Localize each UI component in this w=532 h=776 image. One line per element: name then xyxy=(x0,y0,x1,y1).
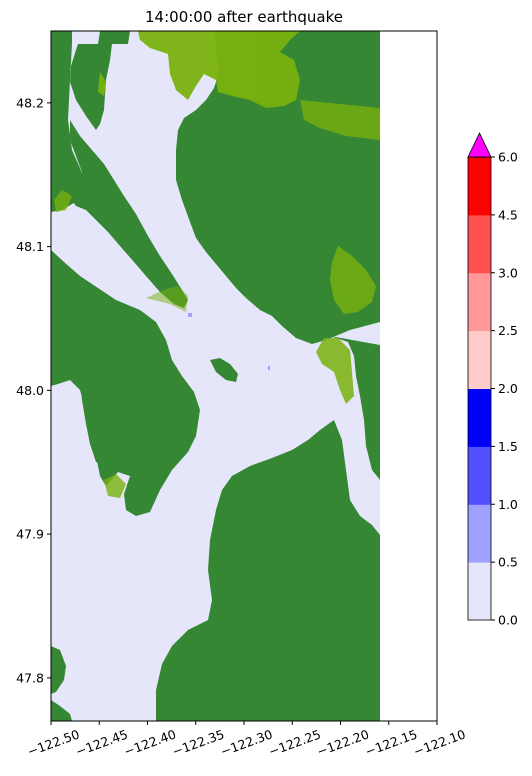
chart-title: 14:00:00 after earthquake xyxy=(145,8,343,26)
water-spot-level-1 xyxy=(188,313,192,317)
x-tick-label: −122.45 xyxy=(74,726,130,759)
land-island-north xyxy=(51,31,130,130)
no-data-region xyxy=(380,31,437,721)
colorbar-tick-label: 0.0 xyxy=(498,613,518,628)
colorbar-tick-label: 2.5 xyxy=(498,323,518,338)
x-tick-label: −122.50 xyxy=(25,726,81,759)
y-tick-label: 48.1 xyxy=(16,239,44,254)
land-southeast xyxy=(156,345,380,721)
colorbar-segment xyxy=(468,504,491,563)
x-tick-label: −122.10 xyxy=(411,726,467,759)
colorbar: 0.0 0.5 1.0 1.5 2.0 2.5 3.0 4.5 6.0 xyxy=(467,132,518,628)
y-tick-label: 48.0 xyxy=(16,383,44,398)
map-area xyxy=(51,31,437,721)
x-tick-label: −122.15 xyxy=(363,726,419,759)
land-islet xyxy=(210,358,238,382)
colorbar-segment xyxy=(468,562,491,621)
colorbar-tick-label: 1.0 xyxy=(498,497,518,512)
x-tick-label: −122.35 xyxy=(170,726,226,759)
colorbar-segment xyxy=(468,388,491,447)
land-east-inlet-shore xyxy=(330,336,380,480)
land-bottom-left xyxy=(51,700,72,721)
x-axis: −122.50−122.45−122.40−122.35−122.30−122.… xyxy=(25,721,468,759)
colorbar-tick-label: 4.5 xyxy=(498,207,518,222)
colorbar-tick-label: 2.0 xyxy=(498,381,518,396)
x-tick-label: −122.20 xyxy=(315,726,371,759)
land-peninsula-central xyxy=(70,120,188,308)
y-tick-label: 48.2 xyxy=(16,95,44,110)
colorbar-segment xyxy=(468,157,491,216)
colorbar-tick-label: 0.5 xyxy=(498,555,518,570)
colorbar-segment xyxy=(468,330,491,389)
land-southwest-corner xyxy=(51,646,66,694)
colorbar-tick-label: 3.0 xyxy=(498,265,518,280)
x-tick-label: −122.40 xyxy=(122,726,178,759)
x-tick-label: −122.30 xyxy=(218,726,274,759)
colorbar-segment xyxy=(468,446,491,505)
x-tick-label: −122.25 xyxy=(267,726,323,759)
land-southwest-peninsula xyxy=(51,250,200,516)
land-west-coast xyxy=(51,31,86,212)
shore-vegetation xyxy=(54,31,380,498)
y-axis: 47.8 47.9 48.0 48.1 48.2 xyxy=(16,95,51,685)
colorbar-segment xyxy=(468,272,491,332)
y-tick-label: 47.8 xyxy=(16,670,44,685)
y-tick-label: 47.9 xyxy=(16,527,44,542)
colorbar-tick-label: 1.5 xyxy=(498,439,518,454)
colorbar-extend-triangle xyxy=(467,132,492,158)
water-spot-level-1-small xyxy=(268,366,270,370)
colorbar-tick-label: 6.0 xyxy=(498,150,518,165)
colorbar-segment xyxy=(468,214,491,274)
land-island-middle xyxy=(80,354,126,466)
